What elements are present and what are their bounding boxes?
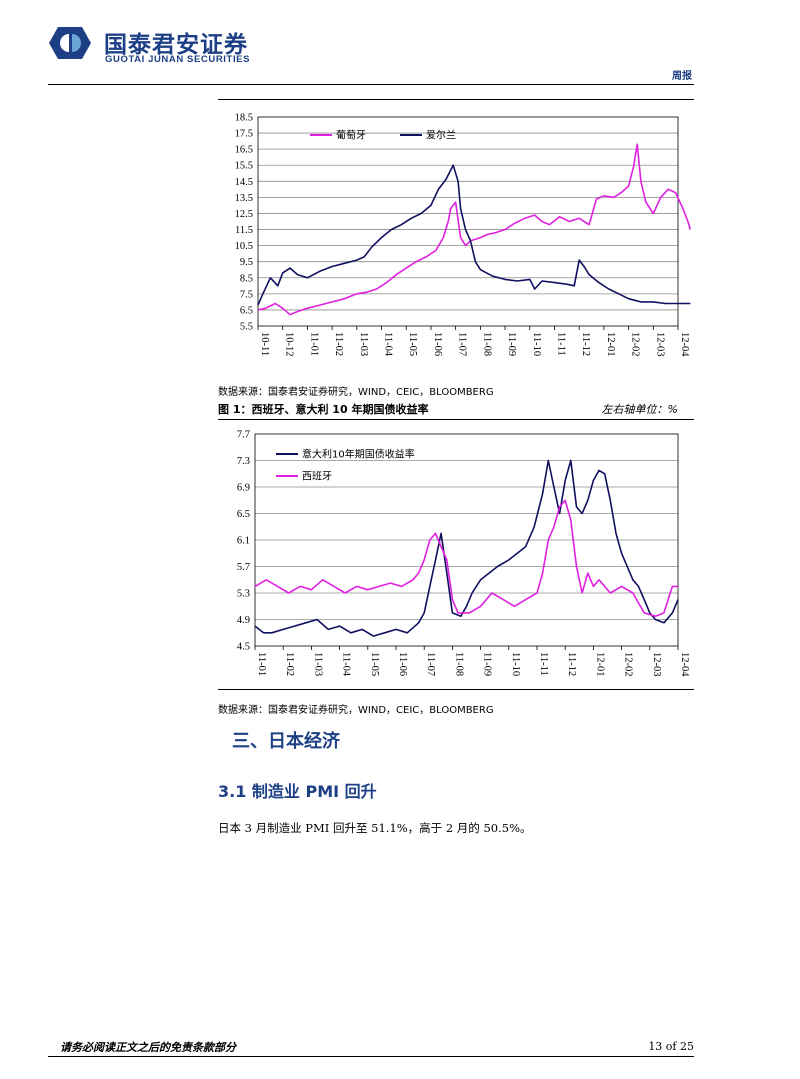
x-tick-label: 11-07 bbox=[457, 332, 468, 356]
x-tick-label: 11-10 bbox=[510, 652, 521, 676]
disclaimer-note: 请务必阅读正文之后的免责条款部分 bbox=[60, 1041, 236, 1054]
x-tick-label: 12-02 bbox=[630, 332, 641, 357]
y-tick-label: 7.5 bbox=[240, 289, 253, 300]
chart1-source: 数据来源：国泰君安证券研究，WIND，CEIC，BLOOMBERG bbox=[218, 387, 494, 398]
y-tick-label: 13.5 bbox=[235, 193, 253, 204]
section-heading: 三、日本经济 bbox=[232, 731, 340, 752]
legend-label: 意大利10年期国债收益率 bbox=[302, 448, 415, 461]
y-tick-label: 18.5 bbox=[235, 113, 253, 124]
x-tick-label: 11-04 bbox=[383, 332, 394, 357]
header-divider bbox=[48, 84, 694, 85]
chart2-source: 数据来源：国泰君安证券研究，WIND，CEIC，BLOOMBERG bbox=[218, 705, 494, 716]
series-line-2 bbox=[254, 499, 678, 617]
x-tick-label: 11-03 bbox=[358, 332, 369, 356]
body-paragraph: 日本 3 月制造业 PMI 回升至 51.1%，高于 2 月的 50.5%。 bbox=[218, 821, 532, 835]
logo-mark-icon bbox=[49, 27, 91, 59]
x-tick-label: 11-01 bbox=[308, 332, 319, 356]
subsection-heading: 3.1 制造业 PMI 回升 bbox=[218, 782, 377, 801]
y-tick-label: 9.5 bbox=[240, 257, 253, 268]
x-tick-label: 11-08 bbox=[481, 332, 492, 356]
chart-portugal-ireland: 18.5 17.5 16.5 15.5 14.5 13.5 12.5 11.5 10.5 9.5 8… bbox=[218, 104, 694, 376]
y-tick-label: 7.7 bbox=[237, 430, 250, 441]
x-tick-label: 11-12 bbox=[580, 332, 591, 356]
x-tick-label: 11-05 bbox=[369, 652, 380, 676]
x-tick-label: 11-07 bbox=[425, 652, 436, 676]
chart1-top-rule bbox=[218, 99, 694, 100]
y-tick-label: 4.9 bbox=[237, 615, 250, 626]
y-tick-label: 7.3 bbox=[237, 456, 250, 467]
y-tick-label: 17.5 bbox=[235, 129, 253, 140]
x-tick-label: 10-12 bbox=[284, 332, 295, 357]
x-tick-label: 11-09 bbox=[506, 332, 517, 356]
legend-label: 爱尔兰 bbox=[426, 129, 456, 142]
y-tick-label: 6.5 bbox=[237, 509, 250, 520]
y-tick-label: 11.5 bbox=[235, 225, 253, 236]
series-line-1 bbox=[257, 143, 692, 316]
x-tick-label: 11-12 bbox=[566, 652, 577, 676]
y-tick-label: 5.5 bbox=[240, 322, 253, 333]
chart2-svg: 7.7 7.3 6.9 6.5 6.1 5.7 5.3 4.9 4.5 11-01 11-02 11-… bbox=[237, 430, 690, 678]
x-tick-label: 12-04 bbox=[679, 332, 690, 357]
brand-name-cn: 国泰君安证券 bbox=[104, 32, 248, 58]
x-tick-label: 11-02 bbox=[284, 652, 295, 676]
x-tick-label: 11-03 bbox=[312, 652, 323, 676]
figure1-unit: 左右轴单位：% bbox=[601, 403, 678, 416]
x-tick-label: 10-11 bbox=[259, 332, 270, 356]
x-tick-label: 12-04 bbox=[679, 652, 690, 677]
series-line-2 bbox=[257, 164, 691, 306]
y-tick-label: 6.5 bbox=[240, 305, 253, 316]
chart1-svg: 18.5 17.5 16.5 15.5 14.5 13.5 12.5 11.5 10.5 9.5 8… bbox=[235, 113, 692, 357]
y-tick-label: 6.1 bbox=[237, 536, 250, 547]
footer-divider bbox=[48, 1056, 694, 1057]
y-tick-label: 15.5 bbox=[235, 161, 253, 172]
y-tick-label: 16.5 bbox=[235, 145, 253, 156]
x-tick-label: 11-06 bbox=[397, 652, 408, 676]
x-tick-label: 11-05 bbox=[407, 332, 418, 356]
x-tick-label: 12-03 bbox=[654, 332, 665, 357]
figure1-title-row: 图 1：西班牙、意大利 10 年期国债收益率 左右轴单位：% bbox=[218, 401, 694, 419]
chart2-bottom-rule bbox=[218, 689, 694, 690]
company-logo: 国泰君安证券 GUOTAI JUNAN SECURITIES bbox=[48, 24, 278, 68]
x-tick-label: 12-01 bbox=[605, 332, 616, 357]
x-tick-label: 12-01 bbox=[594, 652, 605, 677]
x-tick-label: 11-09 bbox=[482, 652, 493, 676]
y-tick-label: 4.5 bbox=[237, 642, 250, 653]
x-tick-label: 12-03 bbox=[651, 652, 662, 677]
x-tick-label: 11-02 bbox=[333, 332, 344, 356]
series-line-1 bbox=[254, 459, 679, 637]
plot-frame bbox=[257, 116, 679, 327]
doc-type-label: 周报 bbox=[672, 71, 692, 82]
figure1-rule bbox=[218, 419, 694, 420]
chart-spain-italy: 7.7 7.3 6.9 6.5 6.1 5.7 5.3 4.9 4.5 11-01 11-02 11-… bbox=[218, 424, 694, 690]
x-tick-label: 11-10 bbox=[531, 332, 542, 356]
x-tick-label: 11-01 bbox=[256, 652, 267, 676]
x-tick-label: 12-02 bbox=[623, 652, 634, 677]
brand-name-en: GUOTAI JUNAN SECURITIES bbox=[105, 54, 251, 65]
y-tick-label: 14.5 bbox=[235, 177, 253, 188]
y-tick-label: 8.5 bbox=[240, 273, 253, 284]
y-tick-label: 6.9 bbox=[237, 483, 250, 494]
x-tick-label: 11-06 bbox=[432, 332, 443, 356]
x-tick-label: 11-04 bbox=[341, 652, 352, 677]
plot-frame bbox=[254, 433, 679, 647]
y-tick-label: 5.7 bbox=[237, 562, 250, 573]
x-tick-label: 11-08 bbox=[453, 652, 464, 676]
page-number: 13 of 25 bbox=[648, 1040, 694, 1053]
figure1-title: 图 1：西班牙、意大利 10 年期国债收益率 bbox=[218, 403, 429, 416]
y-tick-label: 12.5 bbox=[235, 209, 253, 220]
legend-label: 西班牙 bbox=[302, 471, 332, 483]
y-tick-label: 5.3 bbox=[237, 589, 250, 600]
y-tick-label: 10.5 bbox=[235, 241, 253, 252]
x-tick-label: 11-11 bbox=[538, 652, 549, 676]
legend-label: 葡萄牙 bbox=[336, 129, 366, 142]
x-tick-label: 11-11 bbox=[555, 332, 566, 356]
